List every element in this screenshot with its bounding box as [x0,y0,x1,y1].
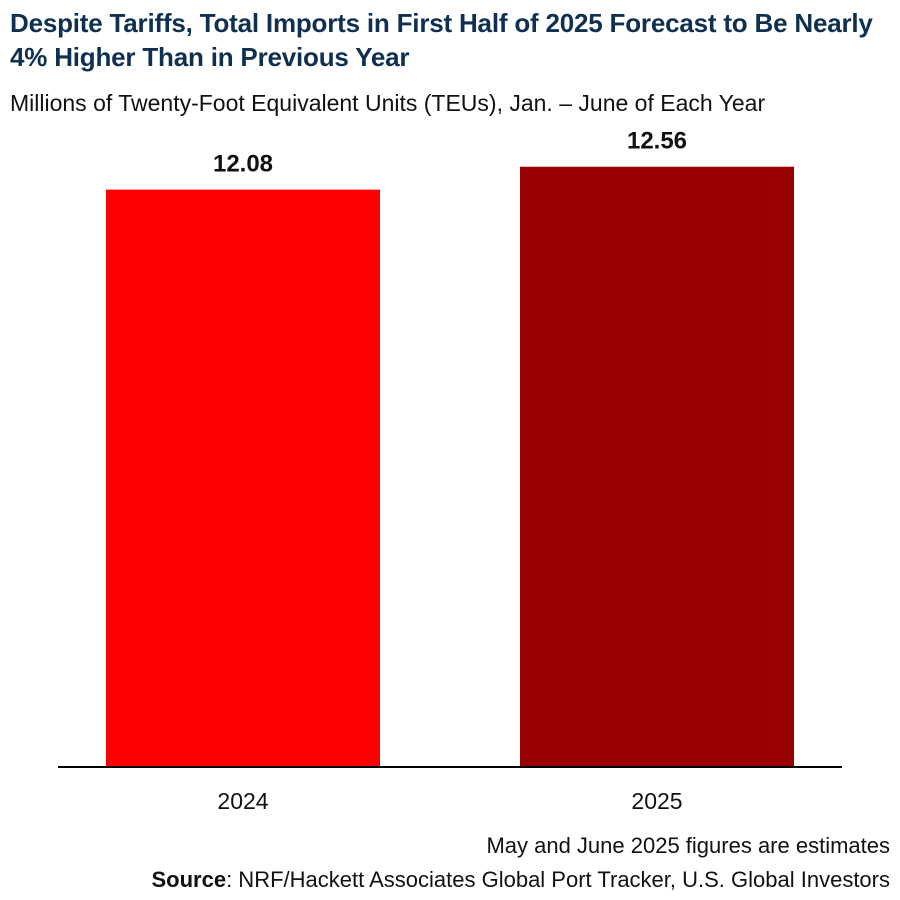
source-label: Source [151,867,227,892]
chart-subtitle: Millions of Twenty-Foot Equivalent Units… [10,90,766,116]
chart-title: Despite Tariffs, Total Imports in First … [10,8,873,72]
bar-2025 [520,166,794,768]
bar-2024 [106,189,380,767]
source-text: : NRF/Hackett Associates Global Port Tra… [226,867,890,892]
labels-layer: 12.08 2024 12.56 2025 [213,128,687,814]
estimate-note: May and June 2025 figures are estimates [486,833,890,858]
x-tick-label-2024: 2024 [217,788,268,814]
x-tick-label-2025: 2025 [631,788,682,814]
source-line: Source: NRF/Hackett Associates Global Po… [151,866,890,894]
data-label-2025: 12.56 [627,128,687,155]
bars-layer [106,166,794,768]
data-label-2024: 12.08 [213,151,273,178]
